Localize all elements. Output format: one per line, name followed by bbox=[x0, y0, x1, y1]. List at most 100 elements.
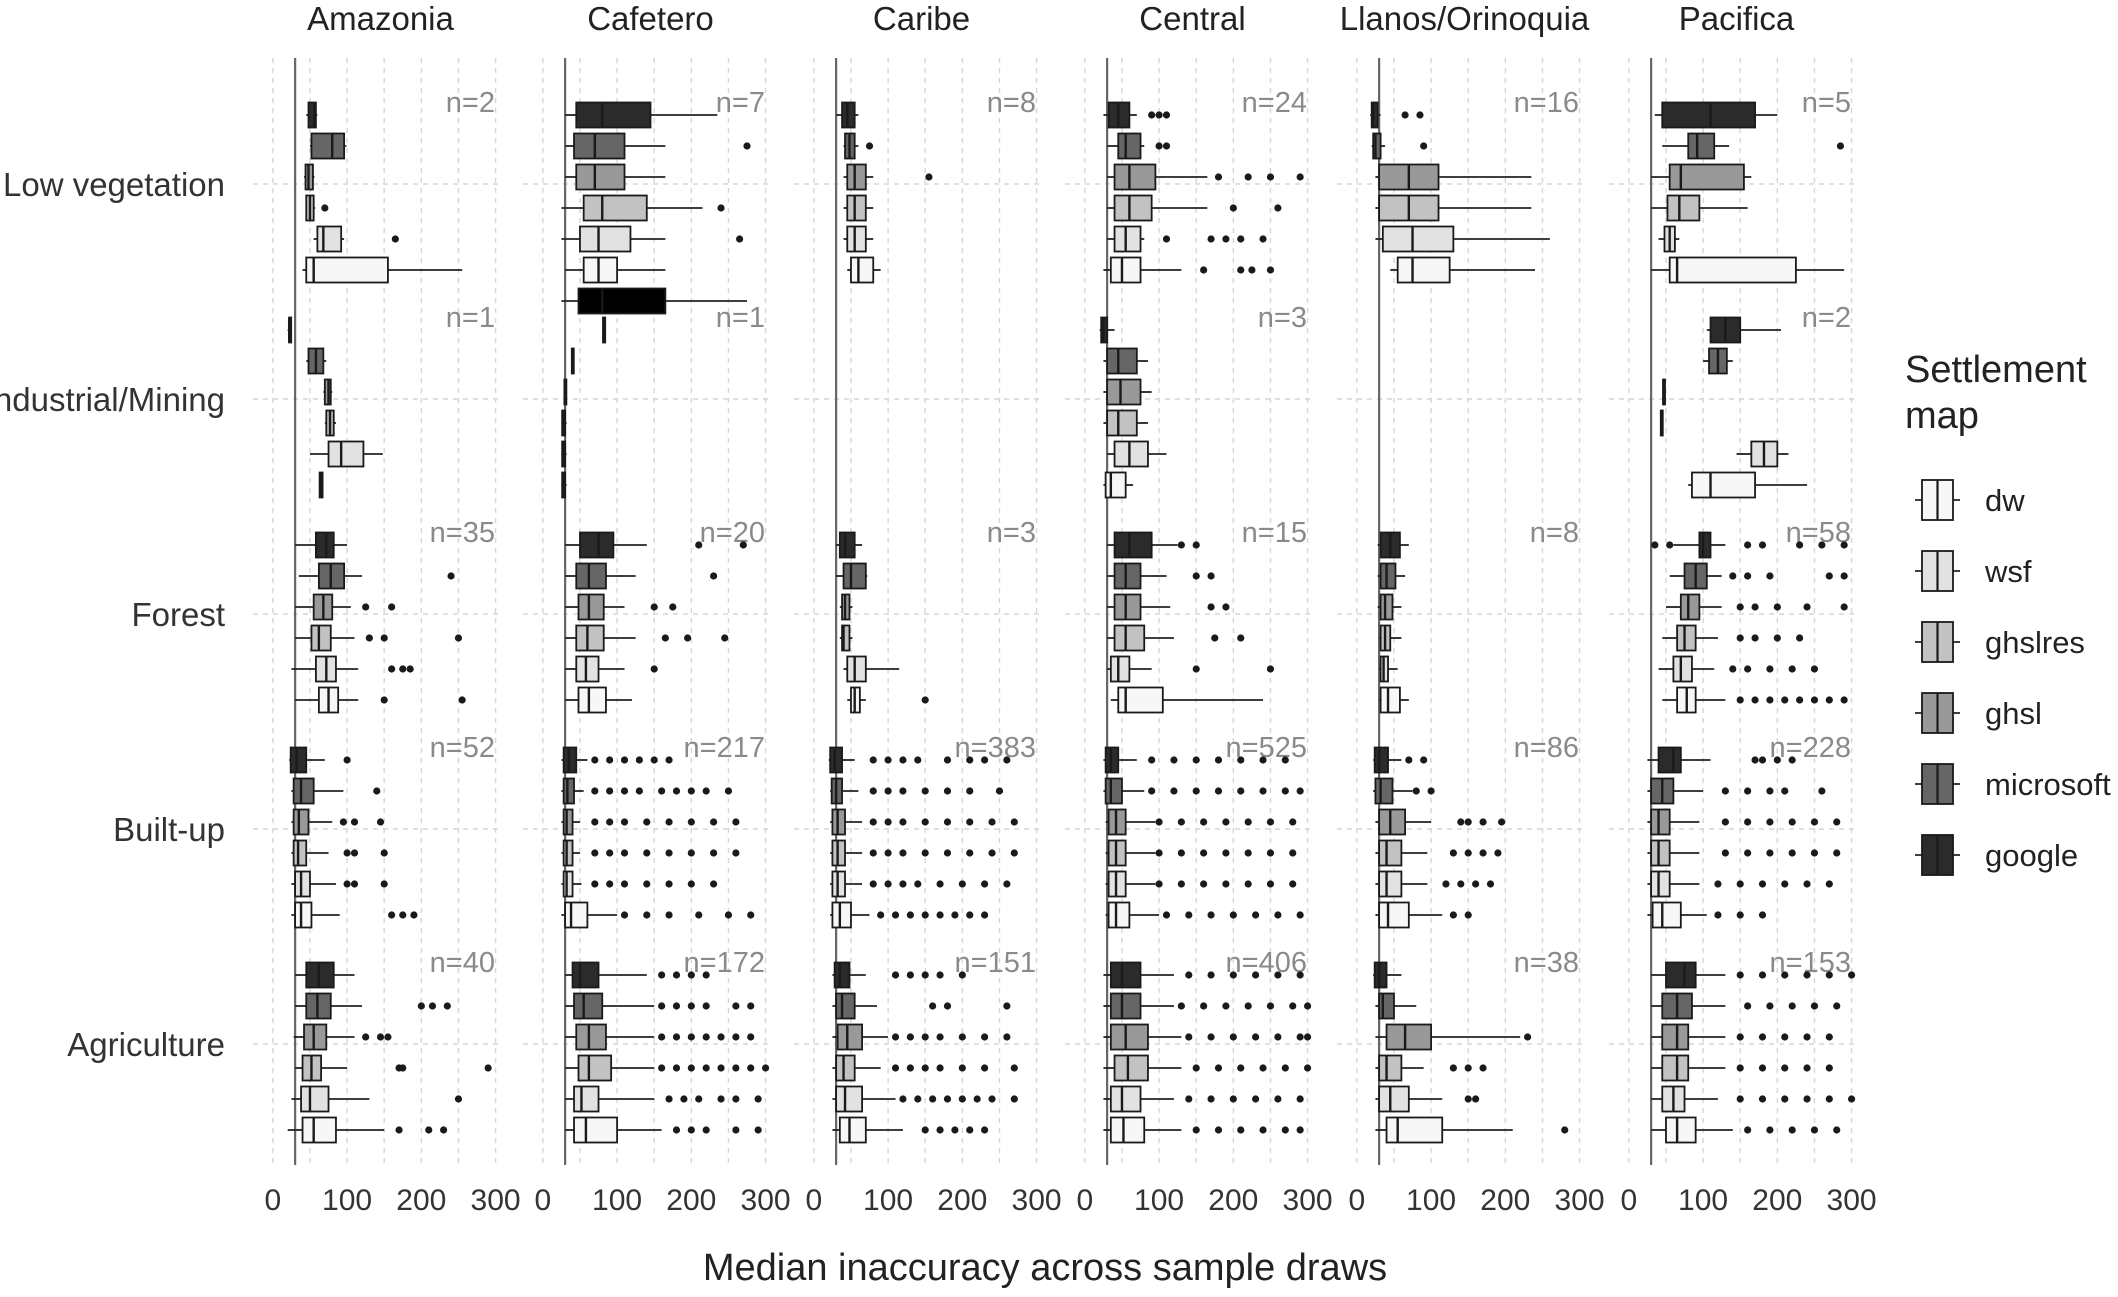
outlier-point bbox=[1840, 541, 1848, 549]
box-dw bbox=[1107, 901, 1131, 929]
outlier-point bbox=[1766, 849, 1774, 857]
x-tick-label: 200 bbox=[1480, 1184, 1530, 1217]
outlier-point bbox=[869, 756, 877, 764]
outlier-point bbox=[350, 818, 359, 826]
outlier-point bbox=[1237, 634, 1245, 642]
outlier-point bbox=[1781, 1033, 1789, 1041]
legend-label: microsoft bbox=[1985, 767, 2111, 802]
box-dw bbox=[1109, 256, 1142, 284]
outlier-point bbox=[606, 849, 614, 857]
box-ghslres bbox=[835, 1054, 856, 1082]
outlier-point bbox=[1744, 818, 1752, 826]
box-microsoft bbox=[1378, 992, 1395, 1020]
outlier-point bbox=[717, 1033, 725, 1041]
outlier-point bbox=[1207, 603, 1215, 611]
outlier-point bbox=[951, 911, 959, 919]
panel: n=151 bbox=[832, 947, 1036, 1144]
outlier-point bbox=[1148, 787, 1156, 795]
outlier-point bbox=[1788, 818, 1796, 826]
outlier-point bbox=[906, 1033, 914, 1041]
outlier-point bbox=[747, 1064, 755, 1072]
outlier-point bbox=[1214, 173, 1223, 181]
outlier-point bbox=[343, 849, 351, 857]
outlier-point bbox=[1803, 1033, 1811, 1041]
panel-grid bbox=[1337, 58, 1587, 1165]
outlier-point bbox=[1289, 849, 1297, 857]
box-ghsl bbox=[1661, 1023, 1690, 1051]
box-dw bbox=[573, 1116, 618, 1144]
outlier-point bbox=[643, 911, 651, 919]
outlier-point bbox=[1244, 1002, 1252, 1010]
outlier-point bbox=[981, 1126, 989, 1134]
box-google bbox=[571, 961, 600, 989]
n-count-label: n=3 bbox=[987, 517, 1036, 549]
outlier-point bbox=[380, 849, 388, 857]
outlier-point bbox=[1736, 880, 1744, 888]
box-microsoft bbox=[1104, 777, 1123, 805]
outlier-point bbox=[1744, 1002, 1752, 1010]
box-dw bbox=[1651, 901, 1682, 929]
outlier-point bbox=[1296, 911, 1304, 919]
outlier-point bbox=[981, 1033, 989, 1041]
outlier-point bbox=[1266, 266, 1275, 274]
x-tick-label: 200 bbox=[396, 1184, 446, 1217]
box-wsf bbox=[835, 1085, 864, 1113]
outlier-point bbox=[388, 665, 396, 673]
panel: n=2 bbox=[1659, 302, 1851, 499]
outlier-point bbox=[658, 971, 666, 979]
outlier-point bbox=[1207, 235, 1215, 243]
outlier-point bbox=[1449, 849, 1457, 857]
outlier-point bbox=[373, 787, 381, 795]
outlier-point bbox=[921, 1126, 929, 1134]
box-ghsl bbox=[575, 163, 626, 191]
outlier-point bbox=[1810, 1126, 1819, 1134]
outlier-point bbox=[1207, 1095, 1215, 1103]
outlier-point bbox=[936, 911, 944, 919]
outlier-point bbox=[1420, 142, 1428, 150]
outlier-point bbox=[362, 603, 370, 611]
outlier-point bbox=[1833, 849, 1841, 857]
panel: n=52 bbox=[289, 732, 495, 929]
box-microsoft bbox=[292, 777, 315, 805]
outlier-point bbox=[732, 1064, 740, 1072]
outlier-point bbox=[1207, 572, 1215, 580]
outlier-point bbox=[1003, 1002, 1011, 1010]
box-ghsl bbox=[575, 1023, 607, 1051]
legend-title: map bbox=[1905, 395, 1979, 437]
region-title: Pacifica bbox=[1679, 0, 1795, 37]
outlier-point bbox=[1296, 1033, 1304, 1041]
outlier-point bbox=[906, 1064, 914, 1072]
legend-key-dw bbox=[1915, 479, 1960, 521]
outlier-point bbox=[958, 1064, 966, 1072]
outlier-point bbox=[943, 818, 952, 826]
box-ghsl bbox=[1106, 378, 1142, 406]
outlier-point bbox=[1796, 634, 1804, 642]
box-ghslres bbox=[1666, 194, 1701, 222]
box-ghsl bbox=[836, 1023, 864, 1051]
outlier-point bbox=[1464, 849, 1472, 857]
outlier-point bbox=[1003, 756, 1011, 764]
outlier-point bbox=[717, 1064, 725, 1072]
outlier-point bbox=[1810, 1002, 1819, 1010]
outlier-point bbox=[1766, 818, 1774, 826]
box-google bbox=[1373, 961, 1388, 989]
box-ghsl bbox=[577, 593, 605, 621]
x-tick-label: 0 bbox=[1077, 1184, 1094, 1217]
n-count-label: n=15 bbox=[1242, 517, 1307, 549]
box-google bbox=[1370, 101, 1379, 129]
outlier-point bbox=[391, 235, 399, 243]
outlier-point bbox=[921, 971, 929, 979]
box-undefined bbox=[577, 287, 667, 315]
outlier-point bbox=[710, 880, 718, 888]
outlier-point bbox=[1177, 818, 1185, 826]
box-ghslres bbox=[310, 624, 332, 652]
outlier-point bbox=[1003, 1033, 1011, 1041]
outlier-point bbox=[672, 1126, 681, 1134]
outlier-point bbox=[1170, 756, 1178, 764]
outlier-point bbox=[1758, 911, 1767, 919]
outlier-point bbox=[921, 1064, 929, 1072]
outlier-point bbox=[1237, 235, 1245, 243]
outlier-point bbox=[1401, 111, 1409, 119]
n-count-label: n=217 bbox=[684, 732, 765, 764]
outlier-point bbox=[591, 756, 599, 764]
